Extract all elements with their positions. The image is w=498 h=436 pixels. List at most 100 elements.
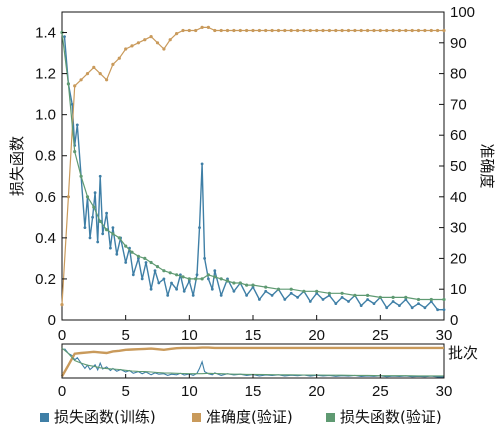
series-1-point-40	[315, 28, 319, 33]
y-left-tick-label-7: 1.4	[35, 25, 56, 42]
series-0-point-55	[296, 296, 299, 299]
overview-x-tick-label-3: 15	[245, 383, 262, 400]
series-0-point-24	[144, 261, 148, 264]
legend-label-2: 损失函数(验证)	[340, 408, 442, 426]
series-1-point-57	[423, 28, 427, 33]
x-tick-label-5: 25	[372, 327, 389, 344]
series-0-point-77	[436, 308, 439, 312]
y-right-tick-label-7: 70	[450, 96, 467, 113]
series-line-0	[63, 36, 444, 311]
y-right-tick-label-9: 90	[450, 35, 467, 52]
overview-line-0	[64, 348, 444, 378]
series-1-point-14	[149, 35, 153, 39]
series-0-point-15	[109, 246, 112, 250]
series-0-point-57	[308, 300, 312, 303]
series-0-point-54	[289, 291, 293, 295]
series-1-point-9	[117, 56, 121, 60]
series-1-point-31	[257, 28, 261, 33]
series-0-point-2	[70, 103, 74, 106]
y-right-tick-label-5: 50	[450, 158, 467, 175]
series-0-point-36	[195, 273, 199, 277]
series-0-point-23	[140, 277, 144, 281]
series-2-point-32	[276, 287, 281, 291]
series-1-point-15	[155, 41, 160, 45]
y-right-tick-label-2: 20	[450, 250, 467, 267]
series-2-point-40	[378, 295, 382, 299]
series-2-point-39	[366, 293, 370, 297]
series-0-point-51	[270, 294, 274, 297]
series-0-point-43	[219, 294, 223, 297]
y-right-tick-label-10: 100	[450, 4, 475, 21]
series-0-point-14	[105, 211, 108, 215]
series-1-point-37	[296, 28, 300, 33]
series-1-point-29	[245, 28, 249, 33]
series-1-point-51	[385, 28, 389, 33]
series-2-point-16	[162, 269, 166, 273]
series-0-point-16	[111, 226, 115, 230]
y-right-tick-label-1: 10	[450, 281, 467, 298]
series-1-point-41	[321, 28, 325, 33]
series-2-point-43	[416, 297, 421, 302]
series-1-point-20	[187, 28, 191, 33]
overview-line-2	[61, 347, 444, 377]
x-tick-label-6: 30	[436, 327, 453, 344]
series-0-point-10	[93, 191, 97, 195]
series-0-point-37	[198, 226, 201, 230]
series-1-point-12	[136, 41, 140, 45]
series-0-point-47	[245, 294, 249, 297]
overview-series-group	[60, 346, 444, 378]
series-2-point-37	[340, 291, 344, 295]
series-2-point-24	[213, 275, 217, 279]
series-1-point-21	[194, 28, 198, 33]
series-2-point-6	[98, 219, 102, 223]
overview-x-tick-label-5: 25	[372, 383, 389, 400]
series-0-point-67	[372, 302, 376, 305]
series-2-point-20	[187, 277, 191, 281]
series-0-point-78	[442, 308, 446, 312]
y-right-tick-label-4: 40	[450, 189, 467, 206]
series-0-point-74	[417, 302, 420, 305]
series-2-point-2	[73, 150, 77, 154]
series-1-point-28	[238, 28, 242, 33]
series-1-point-32	[264, 28, 268, 33]
x-tick-label-1: 5	[121, 327, 129, 344]
series-1-point-18	[175, 31, 179, 36]
x-tick-label-3: 15	[245, 327, 262, 344]
series-1-point-48	[366, 28, 370, 33]
x-axis-title: 批次	[448, 344, 478, 362]
series-1-point-36	[289, 28, 293, 33]
series-1-point-16	[162, 47, 166, 51]
series-0-point-39	[203, 257, 207, 260]
series-0-point-71	[398, 304, 401, 307]
series-0-point-62	[340, 296, 344, 299]
series-1-point-27	[232, 28, 236, 33]
series-1-point-39	[308, 28, 312, 33]
overview-x-tick-label-2: 10	[181, 383, 198, 400]
series-0-point-17	[115, 252, 119, 256]
series-0-point-13	[101, 232, 105, 236]
series-1-point-53	[397, 28, 401, 33]
series-1-point-33	[270, 28, 274, 33]
series-2-point-11	[130, 250, 134, 254]
series-1-point-30	[251, 28, 255, 33]
series-0-point-27	[157, 281, 161, 285]
series-0-point-42	[213, 269, 217, 273]
series-1-point-2	[73, 84, 77, 88]
series-2-point-41	[391, 295, 395, 299]
series-1-point-42	[327, 28, 331, 33]
series-0-point-59	[321, 298, 325, 301]
series-line-2	[61, 32, 444, 301]
series-2-point-28	[238, 281, 242, 285]
series-1-point-56	[416, 28, 421, 33]
series-1-point-4	[85, 72, 90, 76]
x-tick-label-4: 20	[308, 327, 325, 344]
series-1-point-8	[111, 62, 115, 66]
series-line-1	[61, 26, 444, 305]
legend-swatch-1	[192, 413, 201, 422]
series-2-point-29	[245, 283, 249, 287]
series-2-point-26	[225, 279, 230, 283]
x-tick-label-0: 0	[58, 327, 66, 344]
series-0-point-11	[96, 240, 100, 244]
overview-x-tick-label-4: 20	[308, 383, 325, 400]
